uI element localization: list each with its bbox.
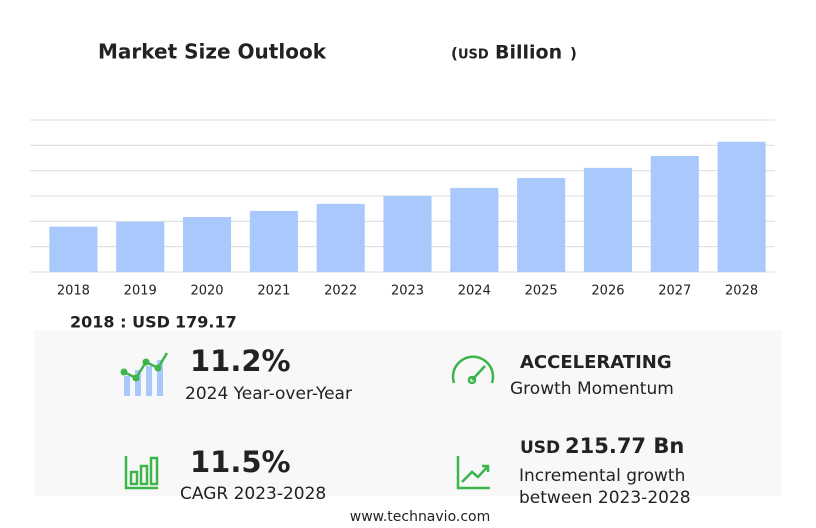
incremental-label: between 2023-2028 bbox=[519, 488, 691, 508]
growth-icon bbox=[456, 456, 490, 490]
cagr-icon bbox=[124, 456, 159, 490]
yoy-label: 2024 Year-over-Year bbox=[185, 384, 352, 404]
yoy-value: 11.2% bbox=[190, 344, 291, 378]
cagr-label: CAGR 2023-2028 bbox=[180, 484, 326, 504]
yoy-icon bbox=[120, 352, 169, 396]
chart-title: Market Size Outlook bbox=[98, 40, 327, 64]
incremental-currency: USD bbox=[520, 438, 560, 458]
bar bbox=[717, 141, 766, 272]
bar bbox=[249, 210, 298, 272]
x-tick-label: 2019 bbox=[124, 284, 157, 299]
bar bbox=[583, 167, 633, 272]
unit-name: Billion bbox=[495, 42, 562, 64]
x-tick-label: 2026 bbox=[591, 284, 624, 299]
momentum-label: Growth Momentum bbox=[510, 379, 674, 399]
x-tick-label: 2025 bbox=[525, 284, 558, 299]
x-tick-label: 2024 bbox=[458, 284, 491, 299]
unit-currency: USD bbox=[458, 48, 489, 63]
base-value: 179.17 bbox=[175, 313, 237, 332]
unit-close: ) bbox=[570, 45, 577, 63]
x-tick-label: 2023 bbox=[391, 284, 424, 299]
bar bbox=[650, 155, 699, 272]
x-tick-label: 2028 bbox=[725, 284, 758, 299]
bar bbox=[182, 217, 232, 272]
x-tick-label: 2020 bbox=[190, 284, 223, 299]
bar bbox=[517, 178, 566, 272]
x-tick-label: 2018 bbox=[57, 284, 90, 299]
incremental-label: Incremental growth bbox=[519, 466, 685, 486]
x-tick-label: 2022 bbox=[324, 284, 357, 299]
x-tick-label: 2021 bbox=[257, 284, 290, 299]
bar bbox=[316, 203, 365, 272]
momentum-value: ACCELERATING bbox=[520, 352, 672, 373]
cagr-value: 11.5% bbox=[190, 445, 291, 479]
unit-open: ( bbox=[451, 45, 458, 63]
x-tick-label: 2027 bbox=[658, 284, 691, 299]
base-label: 2018 : USD bbox=[70, 313, 170, 332]
gauge-icon bbox=[451, 355, 495, 385]
footer: www.technavio.com bbox=[350, 509, 491, 525]
incremental-value: 215.77 Bn bbox=[565, 434, 684, 458]
bar bbox=[49, 226, 98, 272]
bar bbox=[450, 187, 499, 272]
bar bbox=[383, 196, 432, 272]
summary-panel bbox=[34, 330, 782, 496]
bar bbox=[116, 221, 165, 272]
